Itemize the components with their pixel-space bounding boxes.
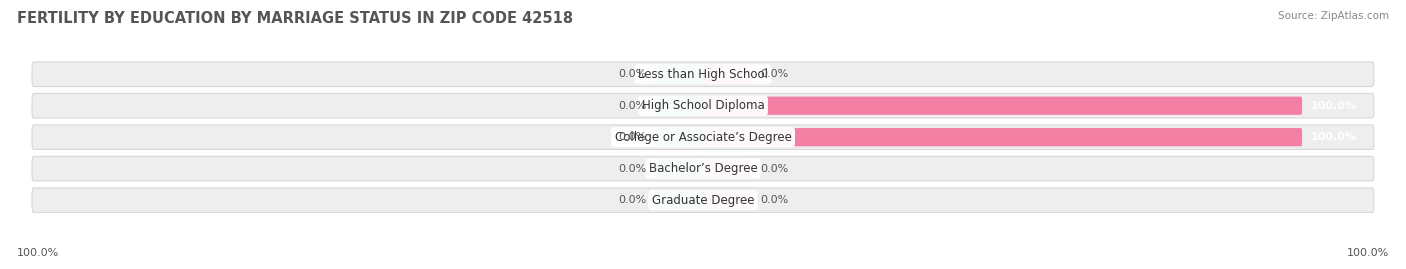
Text: 0.0%: 0.0% — [617, 69, 647, 79]
FancyBboxPatch shape — [703, 160, 751, 178]
FancyBboxPatch shape — [703, 128, 1302, 146]
FancyBboxPatch shape — [32, 188, 1374, 213]
Text: College or Associate’s Degree: College or Associate’s Degree — [614, 131, 792, 144]
Text: 0.0%: 0.0% — [759, 69, 789, 79]
FancyBboxPatch shape — [32, 62, 1374, 87]
Text: 100.0%: 100.0% — [1310, 101, 1357, 111]
Text: 100.0%: 100.0% — [1310, 132, 1357, 142]
FancyBboxPatch shape — [655, 65, 703, 83]
Text: Bachelor’s Degree: Bachelor’s Degree — [648, 162, 758, 175]
Text: 0.0%: 0.0% — [617, 164, 647, 174]
FancyBboxPatch shape — [32, 156, 1374, 181]
Text: Less than High School: Less than High School — [638, 68, 768, 81]
Text: 0.0%: 0.0% — [759, 164, 789, 174]
FancyBboxPatch shape — [32, 125, 1374, 150]
FancyBboxPatch shape — [703, 97, 1302, 115]
Text: 0.0%: 0.0% — [759, 195, 789, 205]
FancyBboxPatch shape — [655, 160, 703, 178]
Text: 0.0%: 0.0% — [617, 132, 647, 142]
Text: Source: ZipAtlas.com: Source: ZipAtlas.com — [1278, 11, 1389, 21]
Text: High School Diploma: High School Diploma — [641, 99, 765, 112]
FancyBboxPatch shape — [655, 128, 703, 146]
Text: 100.0%: 100.0% — [1347, 248, 1389, 258]
Text: Graduate Degree: Graduate Degree — [652, 194, 754, 207]
Text: 0.0%: 0.0% — [617, 101, 647, 111]
FancyBboxPatch shape — [703, 65, 751, 83]
Text: FERTILITY BY EDUCATION BY MARRIAGE STATUS IN ZIP CODE 42518: FERTILITY BY EDUCATION BY MARRIAGE STATU… — [17, 11, 574, 26]
Text: 100.0%: 100.0% — [17, 248, 59, 258]
FancyBboxPatch shape — [32, 93, 1374, 118]
FancyBboxPatch shape — [655, 191, 703, 209]
FancyBboxPatch shape — [655, 97, 703, 115]
Text: 0.0%: 0.0% — [617, 195, 647, 205]
FancyBboxPatch shape — [703, 191, 751, 209]
